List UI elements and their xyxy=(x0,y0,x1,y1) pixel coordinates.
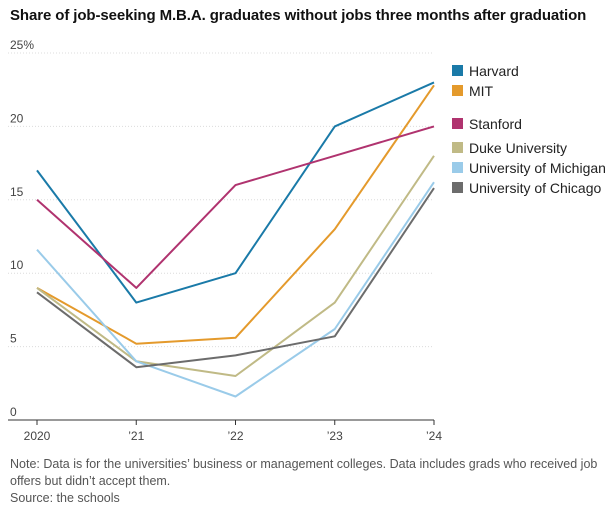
legend-swatch xyxy=(452,65,463,76)
legend-label: Harvard xyxy=(469,63,519,79)
chart-note: Note: Data is for the universities’ busi… xyxy=(10,456,610,507)
y-tick-label: 20 xyxy=(10,111,24,125)
x-tick-label: ’22 xyxy=(227,429,243,443)
legend-label: Duke University xyxy=(469,140,567,156)
x-tick-label: ’24 xyxy=(426,429,442,443)
x-tick-label: ’23 xyxy=(327,429,343,443)
series-line xyxy=(36,125,435,289)
legend-label: University of Michigan xyxy=(469,160,606,176)
y-tick-label: 5 xyxy=(10,332,17,346)
legend-label: MIT xyxy=(469,83,494,99)
chart-title: Share of job-seeking M.B.A. graduates wi… xyxy=(10,7,587,24)
legend-swatch xyxy=(452,142,463,153)
y-tick-label: 15 xyxy=(10,185,24,199)
series-line xyxy=(36,84,435,345)
x-tick-label: ’21 xyxy=(128,429,144,443)
series-line xyxy=(36,187,435,369)
source-text: Source: the schools xyxy=(10,491,120,505)
series-line xyxy=(36,155,435,377)
legend-label: University of Chicago xyxy=(469,180,601,196)
x-tick-label: 2020 xyxy=(24,429,51,443)
y-tick-label: 0 xyxy=(10,405,17,419)
series-line xyxy=(36,181,435,398)
legend-swatch xyxy=(452,118,463,129)
note-text: Note: Data is for the universities’ busi… xyxy=(10,457,598,488)
y-tick-label: 10 xyxy=(10,258,24,272)
legend-swatch xyxy=(452,85,463,96)
legend-swatch xyxy=(452,182,463,193)
legend-swatch xyxy=(452,162,463,173)
plot-area: 0 5 10 15 20 25% 2020 ’21 ’22 ’23 ’24 Harvard MIT Sta… xyxy=(8,38,606,443)
y-tick-label: 25% xyxy=(10,38,34,52)
legend-label: Stanford xyxy=(469,116,522,132)
